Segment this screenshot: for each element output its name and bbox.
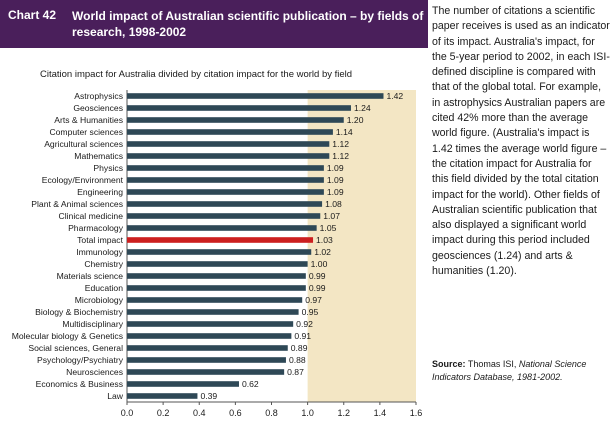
category-label: Engineering	[77, 187, 123, 197]
category-label: Ecology/Environment	[42, 175, 124, 185]
x-tick-label: 0.2	[157, 408, 170, 418]
data-label: 1.05	[320, 223, 337, 233]
data-label: 1.24	[354, 103, 371, 113]
x-tick-label: 1.4	[374, 408, 387, 418]
chart-subtitle: Citation impact for Australia divided by…	[40, 69, 353, 80]
data-label: 1.08	[325, 199, 342, 209]
data-label: 0.92	[296, 319, 313, 329]
category-label: Arts & Humanities	[54, 115, 123, 125]
category-label: Computer sciences	[49, 127, 123, 137]
bar	[127, 93, 384, 99]
x-tick-label: 0.6	[229, 408, 242, 418]
sidebar-text: The number of citations a scientific pap…	[432, 5, 610, 278]
bar	[127, 321, 294, 327]
x-tick-label: 1.6	[410, 408, 423, 418]
category-label: Biology & Biochemistry	[35, 307, 124, 317]
bar	[127, 237, 314, 243]
data-label: 1.03	[316, 235, 333, 245]
x-tick-label: 0.0	[121, 408, 134, 418]
source-note: Source: Thomas ISI, National Science Ind…	[432, 358, 610, 384]
data-label: 0.87	[287, 367, 304, 377]
chart-header: Chart 42 World impact of Australian scie…	[0, 0, 428, 48]
bar	[127, 285, 306, 291]
bar	[127, 249, 312, 255]
bar	[127, 381, 239, 387]
x-tick-label: 0.8	[265, 408, 278, 418]
data-label: 1.12	[332, 151, 349, 161]
data-label: 1.09	[327, 163, 344, 173]
category-label: Mathematics	[74, 151, 123, 161]
category-label: Molecular biology & Genetics	[12, 331, 123, 341]
bar	[127, 165, 324, 171]
category-label: Astrophysics	[74, 91, 123, 101]
x-tick-label: 0.4	[193, 408, 206, 418]
bar	[127, 129, 333, 135]
bar	[127, 141, 330, 147]
data-label: 1.12	[332, 139, 349, 149]
category-label: Psychology/Psychiatry	[37, 355, 124, 365]
category-label: Plant & Animal sciences	[31, 199, 123, 209]
bar	[127, 393, 198, 399]
data-label: 1.42	[386, 91, 403, 101]
source-label: Source:	[432, 359, 466, 369]
bar	[127, 297, 303, 303]
data-label: 0.62	[242, 379, 259, 389]
category-label: Pharmacology	[68, 223, 124, 233]
data-label: 0.88	[289, 355, 306, 365]
bar	[127, 177, 324, 183]
bar	[127, 345, 288, 351]
bar	[127, 369, 285, 375]
sidebar-description: The number of citations a scientific pap…	[432, 4, 610, 279]
bar	[127, 153, 330, 159]
data-label: 0.99	[309, 283, 326, 293]
bar	[127, 273, 306, 279]
bar	[127, 105, 351, 111]
category-label: Materials science	[57, 271, 124, 281]
source-italic: National Science Indicators Database, 19…	[432, 359, 587, 382]
data-label: 1.09	[327, 175, 344, 185]
data-label: 0.99	[309, 271, 326, 281]
bar	[127, 201, 323, 207]
data-label: 1.09	[327, 187, 344, 197]
category-label: Physics	[93, 163, 123, 173]
bar	[127, 213, 321, 219]
category-label: Agricultural sciences	[44, 139, 123, 149]
chart-title: World impact of Australian scientific pu…	[72, 9, 424, 39]
data-label: 1.20	[347, 115, 364, 125]
bar-chart: Astrophysics 1.42 Geosciences 1.24 Arts & Hu…	[12, 90, 423, 418]
data-label: 0.89	[291, 343, 308, 353]
bar	[127, 309, 299, 315]
data-label: 0.91	[294, 331, 311, 341]
bar	[127, 225, 317, 231]
category-label: Chemistry	[84, 259, 123, 269]
category-label: Social sciences, General	[28, 343, 123, 353]
bar	[127, 333, 292, 339]
category-label: Total impact	[77, 235, 123, 245]
bar	[127, 357, 286, 363]
category-label: Economics & Business	[36, 379, 123, 389]
data-label: 1.14	[336, 127, 353, 137]
source-text: Thomas ISI,	[467, 359, 517, 369]
data-label: 1.07	[323, 211, 340, 221]
data-label: 0.97	[305, 295, 322, 305]
category-label: Education	[85, 283, 123, 293]
category-label: Clinical medicine	[59, 211, 124, 221]
chart-number: Chart 42	[8, 8, 57, 22]
category-label: Multidisciplinary	[62, 319, 123, 329]
category-label: Microbiology	[75, 295, 124, 305]
bar	[127, 117, 344, 123]
x-tick-label: 1.0	[301, 408, 314, 418]
category-label: Neurosciences	[66, 367, 123, 377]
bar	[127, 261, 308, 267]
data-label: 0.95	[302, 307, 319, 317]
data-label: 1.02	[314, 247, 331, 257]
data-label: 0.39	[200, 391, 217, 401]
data-label: 1.00	[311, 259, 328, 269]
category-label: Geosciences	[73, 103, 123, 113]
category-label: Law	[107, 391, 124, 401]
above-world-average-region	[307, 90, 416, 402]
x-tick-label: 1.2	[337, 408, 350, 418]
category-label: Immunology	[76, 247, 124, 257]
bar	[127, 189, 324, 195]
